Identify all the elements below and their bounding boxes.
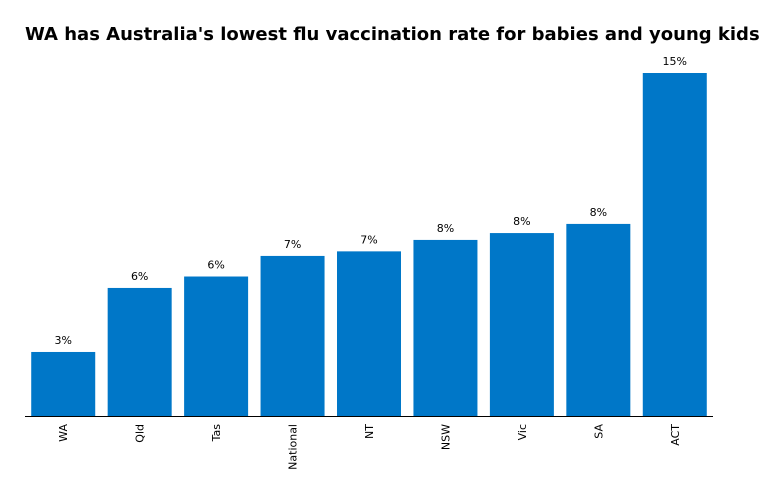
x-tick-label: Qld xyxy=(134,424,147,443)
bar xyxy=(642,73,707,416)
value-label: 3% xyxy=(54,334,71,347)
bar xyxy=(184,276,249,416)
bar xyxy=(31,351,96,416)
x-tick-label: WA xyxy=(57,424,70,442)
value-label: 8% xyxy=(437,222,454,235)
bar xyxy=(260,255,325,416)
value-label: 7% xyxy=(284,238,301,251)
bar xyxy=(107,287,172,416)
chart-title: WA has Australia's lowest flu vaccinatio… xyxy=(25,24,760,45)
x-tick-label: Vic xyxy=(516,424,529,440)
x-tick-label: National xyxy=(287,424,300,470)
bar xyxy=(566,223,631,416)
value-label: 8% xyxy=(513,215,530,228)
value-label: 6% xyxy=(207,259,224,272)
x-tick-label: SA xyxy=(592,424,605,439)
value-label: 8% xyxy=(590,206,607,219)
value-label: 7% xyxy=(360,233,377,246)
x-tick-label: Tas xyxy=(210,424,223,443)
x-tick-label: NT xyxy=(363,424,376,439)
value-label: 15% xyxy=(663,55,687,68)
x-tick-label: ACT xyxy=(669,424,682,446)
bar xyxy=(337,251,401,416)
bar xyxy=(413,239,478,416)
bar xyxy=(489,233,554,416)
x-tick-label: NSW xyxy=(439,424,452,450)
value-label: 6% xyxy=(131,270,148,283)
